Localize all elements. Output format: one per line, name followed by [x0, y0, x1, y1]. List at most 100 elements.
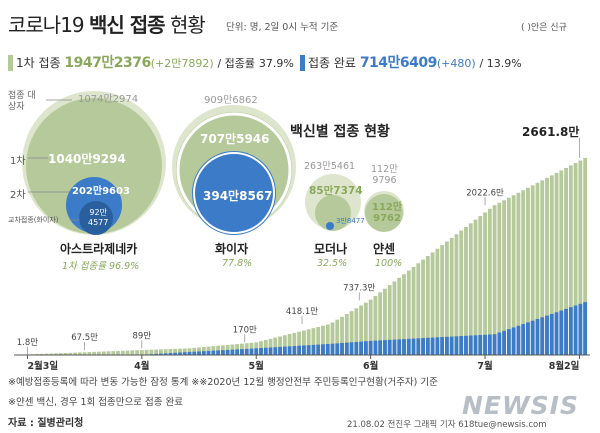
pfizer-second-circle [192, 151, 276, 235]
full-dose-bar [163, 353, 168, 355]
full-dose-bar [368, 340, 373, 355]
pfizer-first: 707만5946 [200, 132, 270, 146]
full-dose-bar [564, 308, 568, 355]
pfizer-target: 909만6862 [204, 95, 258, 106]
janssen-first-line1: 112만 [372, 202, 403, 213]
full-dose-bar [354, 341, 359, 355]
first-dose-bar [92, 351, 97, 355]
full-dose-bar [373, 340, 378, 355]
az-second: 202만9603 [72, 186, 130, 197]
full-dose-bar [497, 332, 502, 355]
full-dose-bar [526, 322, 530, 355]
full-dose-bar [230, 349, 235, 355]
first-dose-bar [521, 190, 526, 355]
full-dose-bar [206, 350, 211, 355]
x-tick-label: 5월 [249, 360, 264, 372]
source-note: 자료 : 질병관리청 [8, 418, 84, 429]
first-dose-bar [511, 195, 516, 355]
pfizer-second-ring [193, 152, 275, 234]
full-dose-marker [300, 55, 305, 71]
full-dose-bar [573, 305, 578, 355]
first-dose-bar [368, 299, 373, 355]
moderna-rate: 32.5% [317, 258, 348, 269]
first-dose-bar [430, 252, 435, 355]
first-dose-bar [120, 350, 125, 355]
annotation-label: 2661.8만 [522, 124, 579, 139]
first-dose-bar [416, 263, 421, 355]
pfizer-rate: 77.8% [222, 258, 253, 269]
footnote-1: ※예방접종등록에 따라 변동 가능한 잠정 통계 ※※2020년 12월 행정안… [8, 377, 438, 388]
full-dose-bar [263, 347, 268, 355]
first-dose-bar [263, 340, 268, 355]
full-dose-bar [168, 353, 173, 355]
full-dose-bar [259, 348, 263, 355]
first-dose-bar [411, 266, 416, 355]
full-dose-bar [492, 334, 497, 355]
title-part1: 코로나19 [8, 13, 85, 37]
full-dose-bar [187, 351, 192, 355]
title-part2: 백신 접종 [89, 13, 166, 37]
first-dose-bar [540, 180, 545, 355]
full-dose-bar [578, 303, 583, 355]
janssen-target-line2: 9796 [372, 175, 397, 186]
first-dose-bar [526, 187, 530, 355]
full-dose-bar [273, 347, 278, 355]
first-dose-bar [545, 177, 549, 355]
first-dose-bar [473, 219, 478, 355]
full-dose-bar [478, 335, 483, 355]
first-dose-rate-label: / 접종률 [217, 57, 256, 70]
annotation-label: 737.3만 [343, 283, 375, 293]
x-tick-label: 2월3일 [27, 360, 58, 372]
first-dose-bar [302, 330, 306, 355]
first-dose-bar [383, 288, 387, 355]
full-dose-bar [421, 338, 425, 355]
az-first: 1040만9294 [48, 152, 126, 166]
first-dose-bar [421, 259, 425, 355]
full-dose-bar [454, 336, 459, 355]
full-dose-bar [321, 344, 325, 355]
full-dose-bar [359, 341, 364, 355]
first-dose-bar [287, 334, 292, 355]
first-dose-bar [568, 165, 573, 355]
legend-cross: 교차접종(화이자) [8, 216, 59, 224]
moderna-second-circle [326, 222, 334, 230]
janssen-first-line2: 9762 [373, 213, 401, 224]
first-dose-bar [459, 230, 464, 355]
full-dose-bar [483, 334, 487, 355]
first-dose-bar [440, 245, 445, 355]
first-dose-bar [354, 308, 359, 355]
full-dose-bar [268, 347, 273, 355]
full-dose-bar [330, 343, 335, 355]
first-dose-bar [159, 349, 163, 355]
full-dose-bar [416, 338, 421, 355]
full-dose-bar [192, 351, 197, 355]
first-dose-bar [425, 256, 430, 355]
first-dose-bar [435, 248, 440, 355]
first-dose-bar [182, 348, 187, 355]
full-dose-bars [125, 302, 588, 355]
full-dose-bar [559, 310, 564, 355]
first-dose-bar [506, 197, 511, 355]
first-dose-new: (+2만7892) [150, 57, 214, 70]
legend-target-text: 접종 대상자 [8, 91, 36, 112]
title-part3: 현황 [169, 13, 206, 37]
first-dose-bar [44, 353, 49, 355]
janssen-first: 112만 9762 [372, 202, 402, 224]
first-dose-bar [311, 328, 316, 355]
full-dose-bar [387, 339, 392, 355]
az-target: 1074만2974 [78, 94, 139, 105]
first-dose-bar [573, 162, 578, 355]
full-dose-bar [240, 349, 244, 355]
first-dose-bar [492, 205, 497, 355]
full-dose-bar [340, 342, 344, 355]
full-dose-bar [440, 337, 445, 355]
pfizer-second: 394만8567 [203, 189, 273, 203]
full-dose-value: 714만6409 [359, 55, 438, 71]
first-dose-bar [73, 352, 78, 355]
full-dose-label: 접종 완료 [308, 56, 356, 70]
full-dose-bar [201, 351, 206, 355]
full-dose-bar [178, 352, 182, 355]
pfizer-name: 화이자 [215, 242, 249, 256]
moderna-first-circle [315, 195, 351, 231]
